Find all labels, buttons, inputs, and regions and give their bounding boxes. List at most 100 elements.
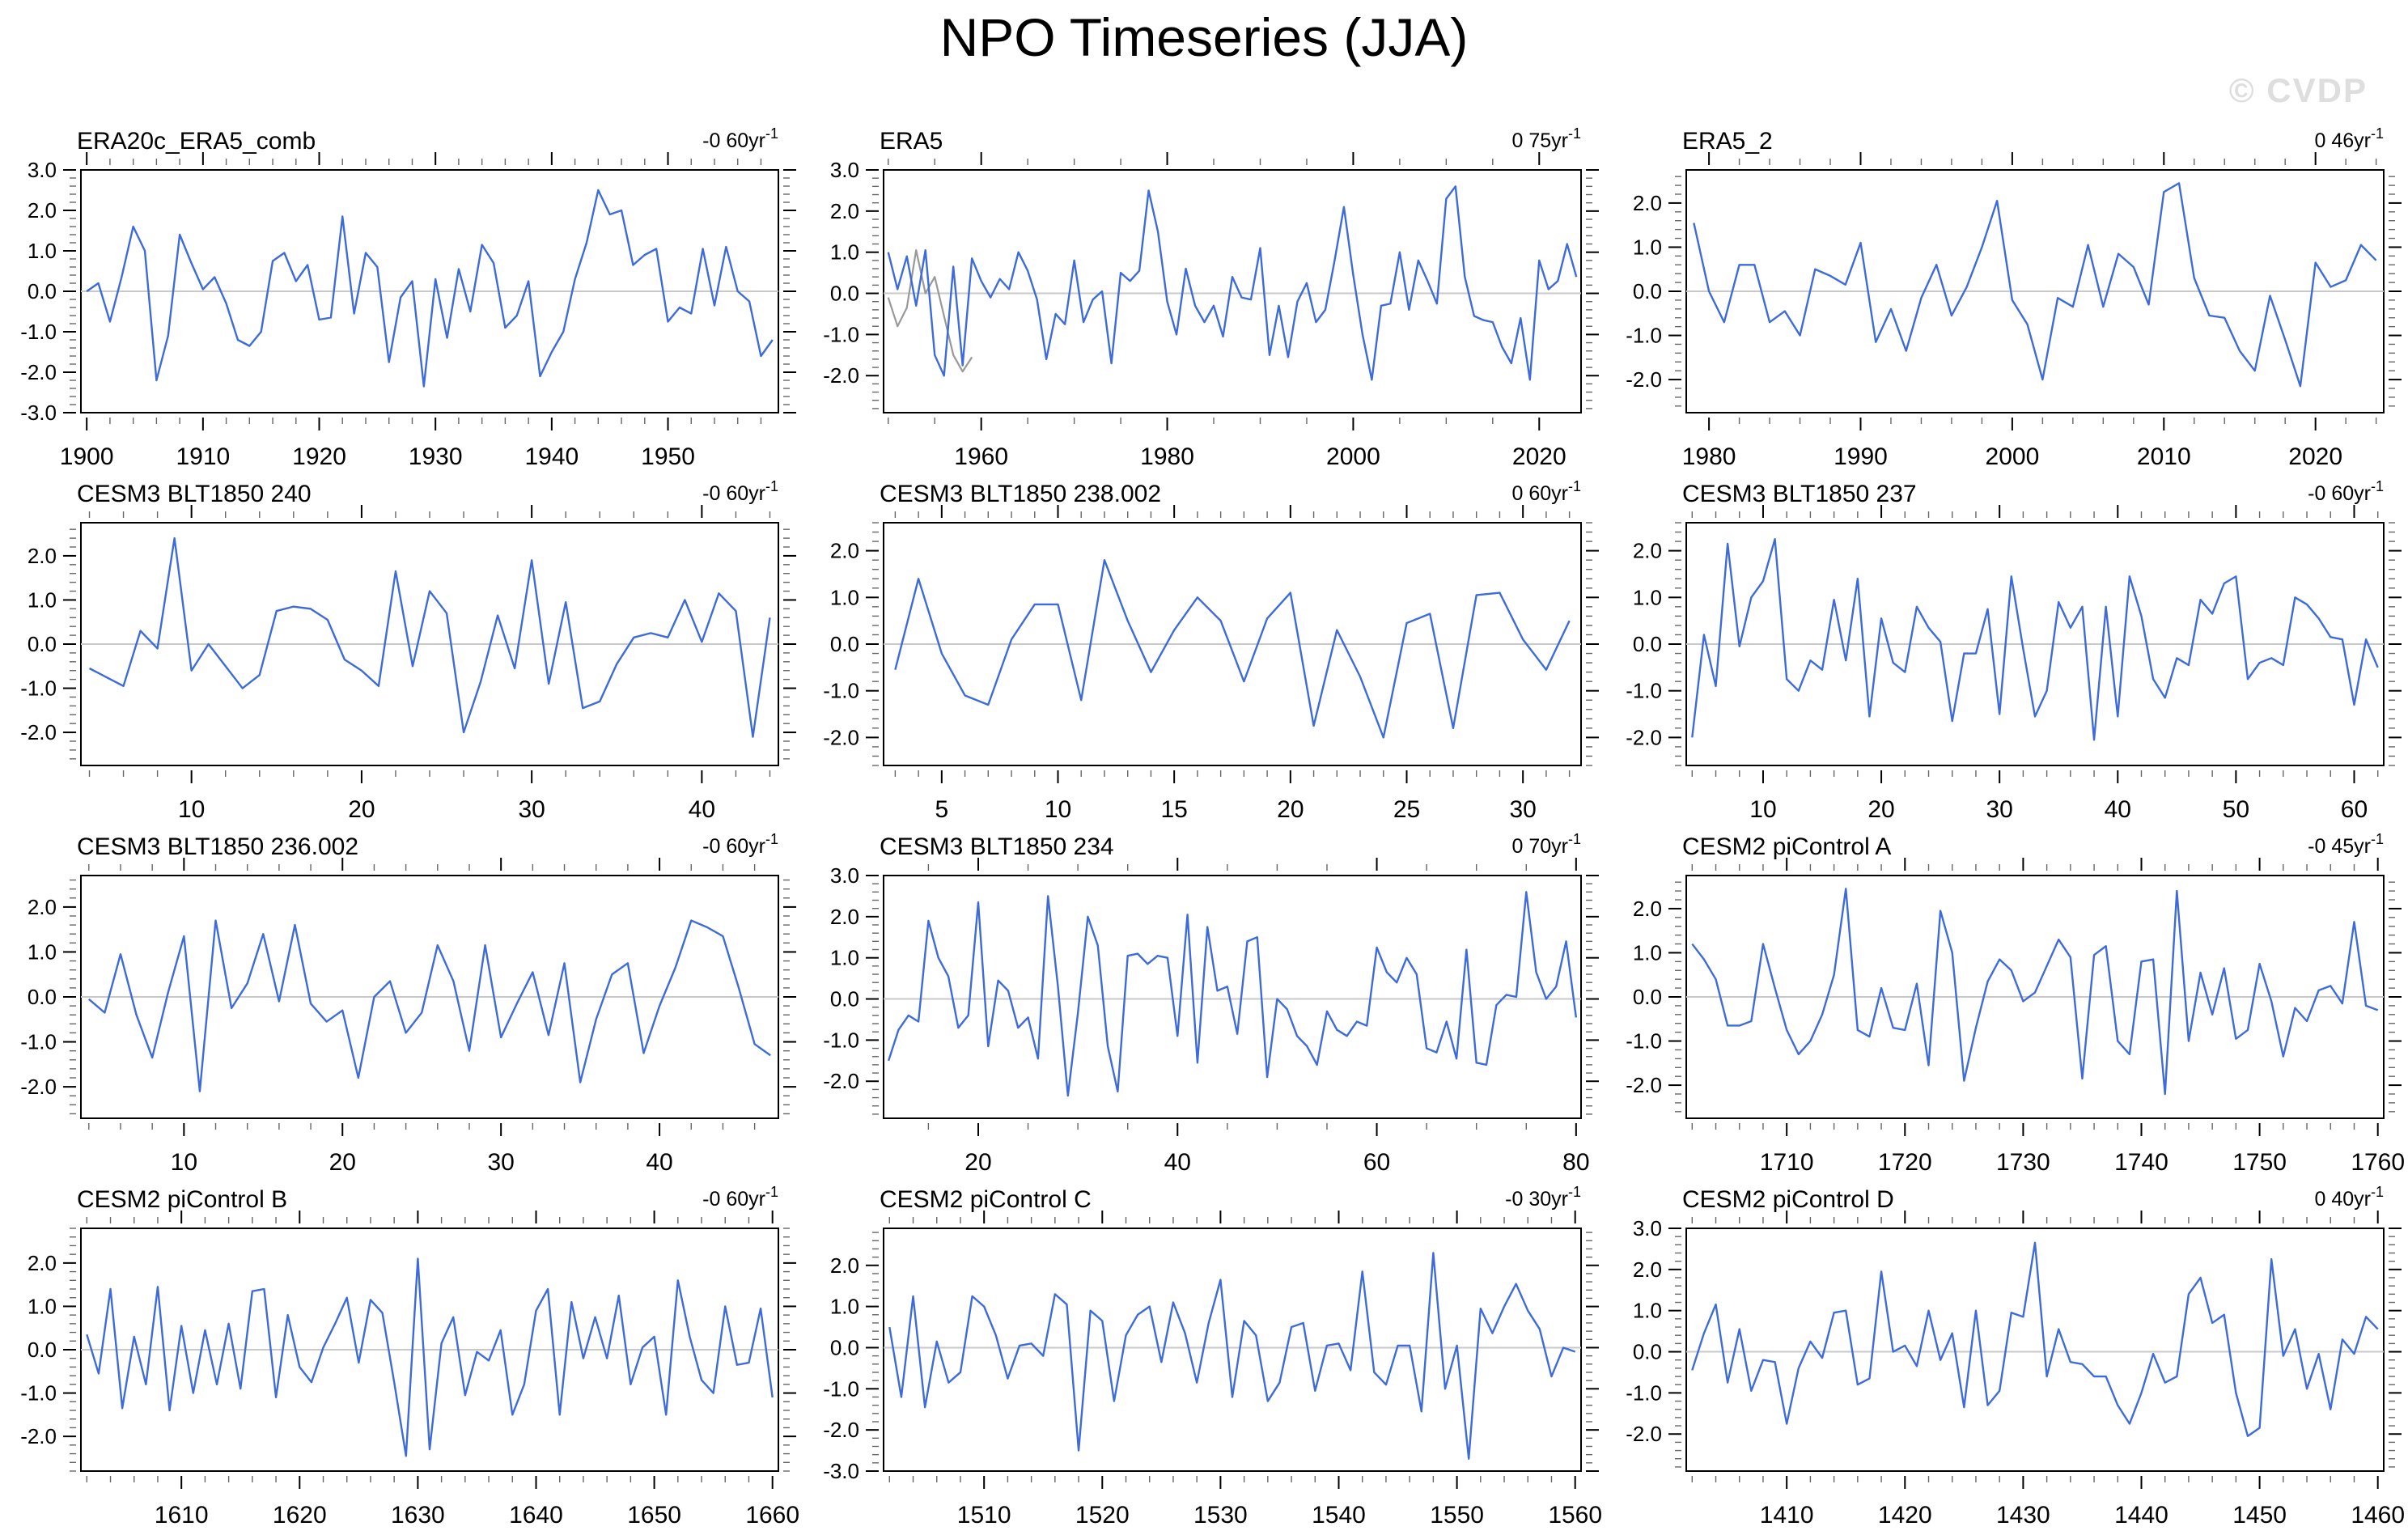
x-tick-label: 1560: [1548, 1502, 1602, 1529]
timeseries-panel: CESM2 piControl D 0 40yr-1 1410 1420 1430 144…: [1626, 1184, 2405, 1529]
x-tick-label: 10: [1749, 796, 1776, 823]
timeseries-panel: ERA5 0 75yr-1 1960 1980 2000 2020 3.0 2.0 1.0 0.0…: [823, 125, 1599, 470]
y-tick-label: -2.0: [823, 363, 859, 388]
y-tick-label: -1.0: [1626, 324, 1662, 348]
x-tick-label: 5: [935, 796, 948, 823]
panel-title: ERA20c_ERA5_comb: [77, 128, 316, 155]
y-tick-label: -2.0: [20, 360, 57, 384]
panel-title: CESM2 piControl A: [1682, 833, 1891, 860]
y-tick-label: -1.0: [823, 1028, 859, 1052]
x-tick-label: 1640: [509, 1502, 563, 1529]
trend-label: -0 60yr-1: [702, 478, 778, 505]
x-tick-label: 1750: [2232, 1149, 2287, 1176]
timeseries-grid: ERA20c_ERA5_comb -0 60yr-1 1900 1910 1920 193…: [0, 121, 2408, 1535]
y-tick-label: 0.0: [28, 632, 57, 656]
page-title: NPO Timeseries (JJA): [939, 7, 1469, 67]
plot-box: [1685, 1228, 2385, 1472]
panel-title: ERA5_2: [1682, 128, 1773, 155]
y-tick-label: -2.0: [20, 1424, 57, 1448]
plot-box: [883, 169, 1582, 413]
x-tick-label: 1650: [627, 1502, 681, 1529]
y-tick-label: 0.0: [1633, 1340, 1662, 1364]
series-line: [887, 185, 1578, 381]
series-line: [1691, 537, 2379, 741]
y-tick-label: -1.0: [20, 1030, 57, 1054]
series-line: [88, 536, 771, 738]
y-tick-label: -1.0: [823, 1376, 859, 1401]
y-tick-label: -2.0: [1626, 1073, 1662, 1097]
trend-label: -0 60yr-1: [702, 1184, 778, 1211]
y-tick-label: 2.0: [28, 198, 57, 223]
timeseries-panel: CESM3 BLT1850 234 0 70yr-1 20 40 60 80 3.0 2.0 1…: [823, 831, 1599, 1176]
timeseries-panel: CESM3 BLT1850 237 -0 60yr-1 10 20 30 40 50 60 2.…: [1626, 478, 2402, 823]
x-tick-label: 10: [171, 1149, 197, 1176]
y-tick-label: 0.0: [830, 1335, 859, 1359]
x-tick-label: 2010: [2137, 443, 2191, 470]
x-tick-label: 30: [518, 796, 545, 823]
x-tick-label: 40: [646, 1149, 672, 1176]
axis-ticks: [63, 858, 796, 1136]
x-tick-label: 2000: [1986, 443, 2040, 470]
panel-title: CESM3 BLT1850 240: [77, 481, 312, 507]
series-line: [894, 558, 1571, 739]
trend-label: 0 75yr-1: [1512, 125, 1582, 152]
x-tick-label: 40: [2105, 796, 2131, 823]
y-tick-label: 1.0: [28, 587, 57, 612]
x-tick-label: 20: [1867, 796, 1894, 823]
y-tick-label: -2.0: [823, 1418, 859, 1442]
x-tick-label: 20: [964, 1149, 991, 1176]
y-tick-label: -2.0: [20, 720, 57, 744]
series-line: [1691, 1241, 2379, 1437]
panel-title: CESM3 BLT1850 237: [1682, 481, 1917, 507]
series-line: [1691, 888, 2379, 1096]
axis-ticks: [866, 505, 1599, 783]
y-tick-label: 1.0: [28, 939, 57, 964]
x-tick-label: 1510: [957, 1502, 1011, 1529]
trend-label: 0 70yr-1: [1512, 831, 1582, 858]
x-tick-label: 1550: [1430, 1502, 1484, 1529]
x-tick-label: 40: [689, 796, 715, 823]
axis-ticks: [866, 1211, 1599, 1489]
axis-ticks: [1668, 1211, 2402, 1489]
y-tick-label: -1.0: [823, 322, 859, 346]
axis-ticks: [1668, 505, 2402, 783]
timeseries-panel: CESM2 piControl A -0 45yr-1 1710 1720 1730 17…: [1626, 831, 2405, 1176]
y-tick-label: 3.0: [830, 863, 859, 888]
y-tick-label: 2.0: [1633, 897, 1662, 921]
x-tick-label: 1930: [409, 443, 463, 470]
trend-label: -0 30yr-1: [1505, 1184, 1581, 1211]
y-tick-label: 1.0: [830, 1295, 859, 1319]
y-tick-label: -2.0: [1626, 1422, 1662, 1446]
y-tick-label: -1.0: [1626, 1029, 1662, 1054]
axis-ticks: [866, 152, 1599, 430]
timeseries-panel: CESM3 BLT1850 238.002 0 60yr-1 5 10 15 20 25 30…: [823, 478, 1599, 823]
y-tick-label: -1.0: [1626, 679, 1662, 703]
panel-title: CESM3 BLT1850 234: [880, 833, 1114, 860]
series-line-secondary: [887, 249, 973, 373]
x-tick-label: 1980: [1140, 443, 1194, 470]
x-tick-label: 15: [1160, 796, 1187, 823]
y-tick-label: 2.0: [830, 905, 859, 929]
y-tick-label: 1.0: [28, 239, 57, 263]
x-tick-label: 60: [2341, 796, 2368, 823]
series-line: [86, 189, 774, 388]
trend-label: -0 60yr-1: [702, 831, 778, 858]
x-tick-label: 1540: [1312, 1502, 1366, 1529]
y-tick-label: 0.0: [830, 282, 859, 306]
axis-ticks: [63, 152, 796, 430]
series-line: [1693, 182, 2377, 388]
x-tick-label: 1610: [155, 1502, 209, 1529]
y-tick-label: 2.0: [28, 895, 57, 919]
x-tick-label: 80: [1562, 1149, 1589, 1176]
y-tick-label: 2.0: [830, 539, 859, 563]
y-tick-label: -1.0: [20, 1381, 57, 1406]
timeseries-panel: CESM3 BLT1850 236.002 -0 60yr-1 10 20 30 40 2.…: [20, 831, 796, 1176]
y-tick-label: -2.0: [20, 1075, 57, 1099]
series-line: [88, 919, 771, 1092]
axis-ticks: [1668, 858, 2402, 1136]
trend-label: 0 60yr-1: [1512, 478, 1582, 505]
y-tick-label: 1.0: [1633, 235, 1662, 259]
x-tick-label: 1450: [2232, 1502, 2287, 1529]
timeseries-panel: ERA5_2 0 46yr-1 1980 1990 2000 2010 2020 2.0 1.0…: [1626, 125, 2402, 470]
x-tick-label: 60: [1363, 1149, 1390, 1176]
